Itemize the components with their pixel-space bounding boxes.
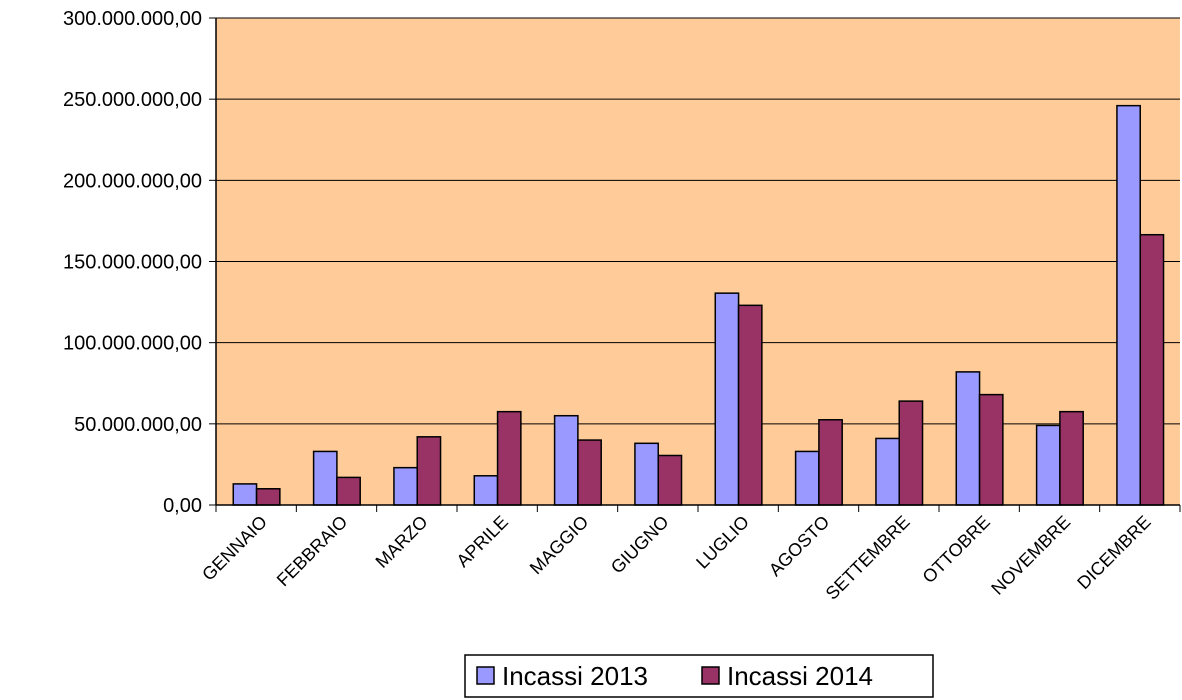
x-tick-label: APRILE — [453, 512, 512, 571]
bars-group — [232, 104, 1165, 506]
bar-series-2 — [336, 476, 361, 506]
legend-swatch — [701, 666, 720, 685]
bar-series-2 — [737, 304, 763, 506]
legend: Incassi 2013 Incassi 2014 — [464, 654, 934, 698]
x-tick-label: SETTEMBRE — [822, 512, 914, 604]
x-tick-label: GENNAIO — [198, 512, 271, 585]
bar-series-2 — [577, 439, 602, 506]
y-tick-label: 0,00 — [163, 495, 202, 517]
bar-series-1 — [553, 414, 579, 506]
legend-swatch — [476, 666, 495, 685]
bar-series-1 — [875, 437, 900, 506]
x-tick-label: AGOSTO — [765, 512, 833, 580]
bar-series-1 — [714, 292, 740, 506]
y-tick-label: 200.000.000,00 — [63, 170, 202, 192]
bar-series-2 — [818, 419, 843, 506]
bar-series-1 — [1116, 104, 1141, 506]
y-tick-label: 50.000.000,00 — [74, 414, 202, 436]
x-tick-label: GIUGNO — [607, 512, 673, 578]
x-tick-label: MAGGIO — [526, 512, 592, 578]
bar-series-1 — [955, 371, 981, 506]
legend-box — [464, 654, 934, 698]
bar-series-2 — [255, 488, 281, 506]
y-tick-label: 150.000.000,00 — [63, 252, 202, 274]
bar-series-2 — [1139, 233, 1165, 506]
y-tick-labels-group: 0,00 50.000.000,00 100.000.000,00 150.000.0… — [63, 8, 202, 517]
bar-series-1 — [232, 483, 258, 506]
x-tick-labels-group: GENNAIO FEBBRAIO MARZO APRILE MAGGIO GIUGNO LU… — [198, 512, 1155, 604]
bar-series-2 — [978, 393, 1004, 506]
bar-series-2 — [657, 454, 683, 506]
bar-series-1 — [473, 475, 499, 506]
bar-series-2 — [898, 400, 924, 506]
y-tick-label: 300.000.000,00 — [63, 8, 202, 30]
bar-series-1 — [312, 450, 338, 506]
bar-series-2 — [1059, 410, 1084, 506]
bar-series-1 — [634, 442, 659, 506]
bar-series-1 — [393, 466, 418, 506]
x-tick-label: OTTOBRE — [919, 512, 994, 587]
x-tick-label: LUGLIO — [692, 512, 753, 573]
bar-series-2 — [496, 410, 522, 506]
x-tick-label: MARZO — [372, 512, 432, 572]
bar-series-2 — [416, 436, 442, 506]
legend-label: Incassi 2014 — [727, 661, 873, 691]
axes-group — [209, 17, 1181, 512]
x-tick-label: NOVEMBRE — [987, 512, 1074, 599]
x-tick-label: FEBBRAIO — [273, 512, 352, 591]
x-tick-label: DICEMBRE — [1073, 512, 1154, 593]
y-tick-label: 250.000.000,00 — [63, 89, 202, 111]
y-tick-label: 100.000.000,00 — [63, 333, 202, 355]
bar-series-1 — [1035, 424, 1061, 506]
legend-label: Incassi 2013 — [502, 661, 648, 691]
plot-area-group — [216, 17, 1180, 505]
bar-series-1 — [794, 450, 820, 506]
